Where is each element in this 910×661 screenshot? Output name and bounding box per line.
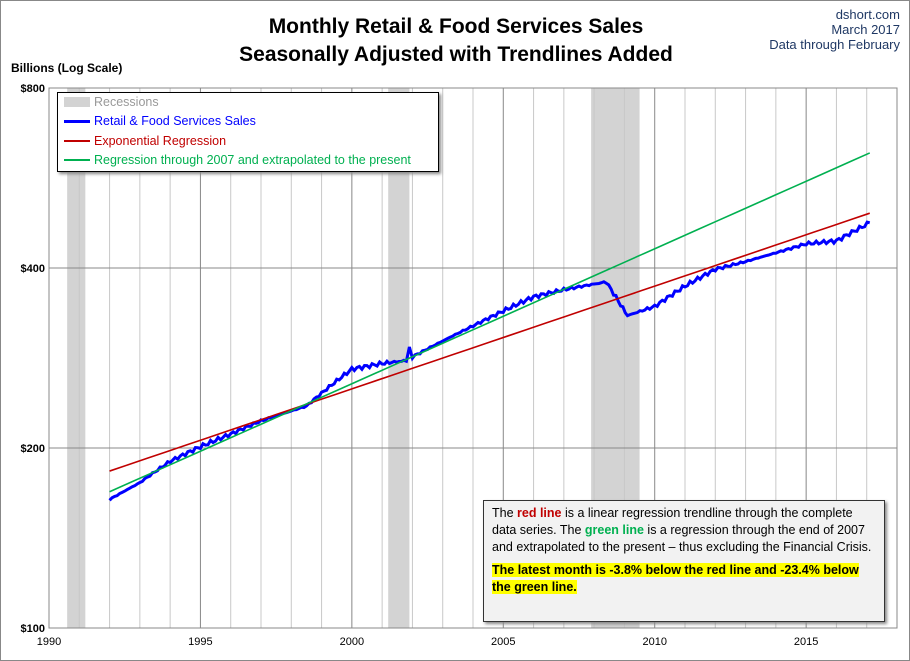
source: dshort.com [835, 7, 900, 22]
chart-title: Monthly Retail & Food Services Sales [268, 15, 644, 38]
recession-band [67, 88, 86, 628]
x-tick-label: 2010 [642, 636, 666, 648]
recession-band [388, 88, 410, 628]
legend-label: Recessions [94, 95, 159, 109]
legend-exponential: Exponential Regression [64, 134, 226, 148]
legend-label: Retail & Food Services Sales [94, 114, 256, 128]
x-tick-label: 1995 [188, 636, 212, 648]
legend-regression-2007: Regression through 2007 and extrapolated… [64, 153, 411, 167]
legend: Recessions Retail & Food Services Sales … [57, 92, 439, 172]
y-tick-label: $400 [21, 263, 45, 275]
legend-swatch [64, 97, 90, 107]
y-axis-label: Billions (Log Scale) [11, 61, 123, 75]
legend-sales: Retail & Food Services Sales [64, 114, 256, 128]
series-line-1 [109, 212, 870, 472]
x-tick-label: 2005 [491, 636, 515, 648]
legend-swatch [64, 140, 90, 142]
date: March 2017 [831, 22, 900, 37]
chart-subtitle: Seasonally Adjusted with Trendlines Adde… [239, 43, 673, 66]
legend-swatch [64, 159, 90, 161]
series-line-2 [109, 152, 871, 493]
series-line-0 [108, 220, 871, 502]
y-tick-label: $100 [21, 623, 45, 635]
annotation-highlight: The latest month is -3.8% below the red … [492, 563, 859, 594]
x-tick-label: 1990 [37, 636, 61, 648]
annotation-box: The red line is a linear regression tren… [483, 500, 885, 622]
legend-label: Exponential Regression [94, 134, 227, 148]
x-tick-label: 2015 [794, 636, 818, 648]
y-tick-label: $800 [21, 83, 45, 95]
y-tick-label: $200 [21, 443, 45, 455]
annotation-text: The red line is a linear regression tren… [492, 506, 872, 554]
x-tick-label: 2000 [340, 636, 364, 648]
legend-label: Regression through 2007 and extrapolated… [94, 153, 411, 167]
plot-border [48, 87, 898, 629]
legend-recessions: Recessions [64, 95, 159, 109]
data-through: Data through February [769, 37, 900, 52]
legend-swatch [64, 119, 90, 123]
